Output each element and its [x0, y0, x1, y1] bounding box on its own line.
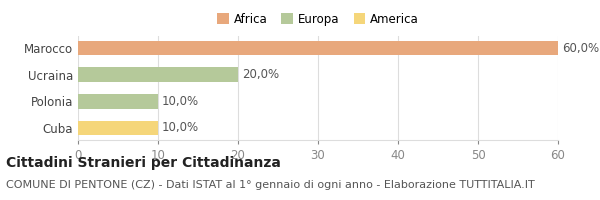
Legend: Africa, Europa, America: Africa, Europa, America — [215, 10, 421, 28]
Text: 20,0%: 20,0% — [242, 68, 279, 81]
Text: Cittadini Stranieri per Cittadinanza: Cittadini Stranieri per Cittadinanza — [6, 156, 281, 170]
Bar — [78, 94, 158, 109]
Text: 10,0%: 10,0% — [162, 95, 199, 108]
Text: 10,0%: 10,0% — [162, 121, 199, 134]
Text: COMUNE DI PENTONE (CZ) - Dati ISTAT al 1° gennaio di ogni anno - Elaborazione TU: COMUNE DI PENTONE (CZ) - Dati ISTAT al 1… — [6, 180, 535, 190]
Bar — [78, 121, 158, 135]
Bar — [78, 41, 558, 55]
Bar — [78, 67, 238, 82]
Text: 60,0%: 60,0% — [562, 42, 599, 55]
